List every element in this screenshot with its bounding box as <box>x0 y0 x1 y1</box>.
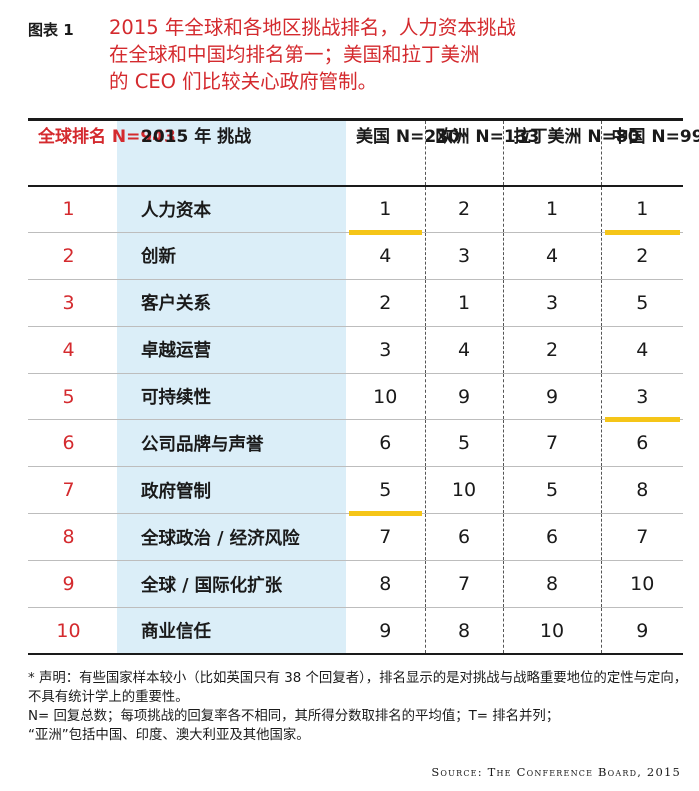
ranking-table: 全球排名 N=943 2015 年 挑战 美国 N=230 欧洲 N=133 拉… <box>28 118 699 655</box>
us-cell: 7 <box>379 526 392 549</box>
china-cell: 5 <box>600 279 683 327</box>
table-row: 6 公司品牌与声誉 6 5 7 6 <box>28 419 683 467</box>
rank-cell: 10 <box>56 619 81 642</box>
europe-cell: 7 <box>424 560 503 608</box>
challenge-cell: 可持续性 <box>117 373 346 420</box>
europe-cell: 1 <box>424 279 503 327</box>
us-cell: 3 <box>379 338 392 361</box>
china-cell: 6 <box>600 419 683 467</box>
latam-cell: 4 <box>502 232 601 280</box>
china-cell: 10 <box>600 560 683 608</box>
us-cell: 2 <box>379 291 392 314</box>
header-challenge-year: 2015 年 <box>141 127 212 147</box>
table-row: 2 创新 4 3 4 2 <box>28 232 683 280</box>
us-cell: 6 <box>379 432 392 455</box>
china-cell: 9 <box>600 607 683 655</box>
europe-cell: 8 <box>424 607 503 655</box>
source-credit: Source: The Conference Board, 2015 <box>431 765 681 779</box>
header-latam-label: 拉丁美洲 <box>513 127 582 147</box>
header-china: 中国 N=99 <box>600 119 699 186</box>
table-row: 4 卓越运营 3 4 2 4 <box>28 326 683 374</box>
europe-cell: 4 <box>424 326 503 374</box>
footnotes: * 声明：有些国家样本较小（比如英国只有 38 个回复者），排名显示的是对挑战与… <box>28 669 688 745</box>
table-header-row: 全球排名 N=943 2015 年 挑战 美国 N=230 欧洲 N=133 拉… <box>28 119 699 186</box>
latam-cell: 5 <box>502 466 601 514</box>
figure-title: 2015 年全球和各地区挑战排名，人力资本挑战 在全球和中国均排名第一；美国和拉… <box>109 14 669 95</box>
footnote-line: N= 回复总数；每项挑战的回复率各不相同，其所得分数取排名的平均值；T= 排名并… <box>28 709 560 724</box>
footnote-line: “亚洲”包括中国、印度、澳大利亚及其他国家。 <box>28 728 310 743</box>
europe-cell: 10 <box>424 466 503 514</box>
latam-cell: 9 <box>502 373 601 420</box>
latam-cell: 3 <box>502 279 601 327</box>
table-row: 8 全球政治 / 经济风险 7 6 6 7 <box>28 513 683 561</box>
europe-cell: 2 <box>424 185 503 233</box>
header-global-rank-label: 全球排名 <box>38 127 106 147</box>
header-us: 美国 N=230 <box>346 120 460 186</box>
table-row: 3 客户关系 2 1 3 5 <box>28 279 683 327</box>
latam-cell: 7 <box>502 419 601 467</box>
figure-title-line: 的 CEO 们比较关心政府管制。 <box>109 70 378 93</box>
header-global-rank: 全球排名 N=943 <box>28 120 176 186</box>
challenge-cell: 卓越运营 <box>117 326 346 374</box>
china-cell: 3 <box>600 373 683 422</box>
table-row: 7 政府管制 5 10 5 8 <box>28 466 683 516</box>
header-challenge: 2015 年 挑战 <box>117 119 346 186</box>
challenge-cell: 公司品牌与声誉 <box>117 419 346 467</box>
header-china-n: N=99 <box>651 127 699 147</box>
china-cell: 1 <box>600 185 683 234</box>
challenge-cell: 全球政治 / 经济风险 <box>117 513 346 561</box>
latam-cell: 1 <box>502 185 601 233</box>
us-cell: 9 <box>379 619 392 642</box>
rank-cell: 5 <box>62 385 75 408</box>
latam-cell: 6 <box>502 513 601 561</box>
challenge-cell: 商业信任 <box>117 607 346 655</box>
europe-cell: 5 <box>424 419 503 467</box>
rank-cell: 9 <box>62 573 75 596</box>
rank-cell: 6 <box>62 432 75 455</box>
challenge-cell: 客户关系 <box>117 279 346 327</box>
rank-cell: 2 <box>62 244 75 267</box>
us-cell: 1 <box>346 186 425 234</box>
figure-header: 图表 1 2015 年全球和各地区挑战排名，人力资本挑战 在全球和中国均排名第一… <box>8 10 693 110</box>
header-china-label: 中国 <box>611 127 646 147</box>
china-cell: 7 <box>600 513 683 561</box>
table-row: 1 人力资本 1 2 1 1 <box>28 185 683 234</box>
europe-cell: 3 <box>424 232 503 280</box>
challenge-cell: 全球 / 国际化扩张 <box>117 560 346 608</box>
header-europe-label: 欧洲 <box>435 127 470 147</box>
rank-cell: 1 <box>62 198 75 221</box>
figure-title-line: 在全球和中国均排名第一；美国和拉丁美洲 <box>109 43 480 66</box>
footnote-line: * 声明：有些国家样本较小（比如英国只有 38 个回复者），排名显示的是对挑战与… <box>28 671 688 705</box>
latam-cell: 2 <box>502 326 601 374</box>
header-challenge-label: 挑战 <box>217 127 252 147</box>
header-latam: 拉丁美洲 N=80 <box>502 119 640 186</box>
ranking-table-container: 全球排名 N=943 2015 年 挑战 美国 N=230 欧洲 N=133 拉… <box>28 118 699 655</box>
latam-cell: 8 <box>502 560 601 608</box>
rank-cell: 4 <box>62 338 75 361</box>
us-cell: 4 <box>379 244 392 267</box>
europe-cell: 6 <box>424 513 503 561</box>
us-cell: 8 <box>379 573 392 596</box>
china-cell: 2 <box>600 232 683 280</box>
china-cell: 8 <box>600 466 683 514</box>
rank-cell: 8 <box>62 526 75 549</box>
latam-cell: 10 <box>502 607 601 655</box>
rank-cell: 7 <box>62 479 75 502</box>
europe-cell: 9 <box>424 373 503 420</box>
us-cell: 5 <box>346 467 425 516</box>
figure-title-line: 2015 年全球和各地区挑战排名，人力资本挑战 <box>109 16 516 39</box>
challenge-cell: 政府管制 <box>117 466 346 514</box>
rank-cell: 3 <box>62 291 75 314</box>
table-row: 10 商业信任 9 8 10 9 <box>28 607 683 655</box>
challenge-cell: 人力资本 <box>117 185 346 233</box>
china-cell: 4 <box>600 326 683 374</box>
header-europe: 欧洲 N=133 <box>424 119 539 186</box>
table-row: 9 全球 / 国际化扩张 8 7 8 10 <box>28 560 683 608</box>
table-row: 5 可持续性 10 9 9 3 <box>28 373 683 422</box>
header-us-label: 美国 <box>356 127 390 147</box>
us-cell: 10 <box>373 385 398 408</box>
figure-label: 图表 1 <box>28 21 74 39</box>
challenge-cell: 创新 <box>117 232 346 280</box>
